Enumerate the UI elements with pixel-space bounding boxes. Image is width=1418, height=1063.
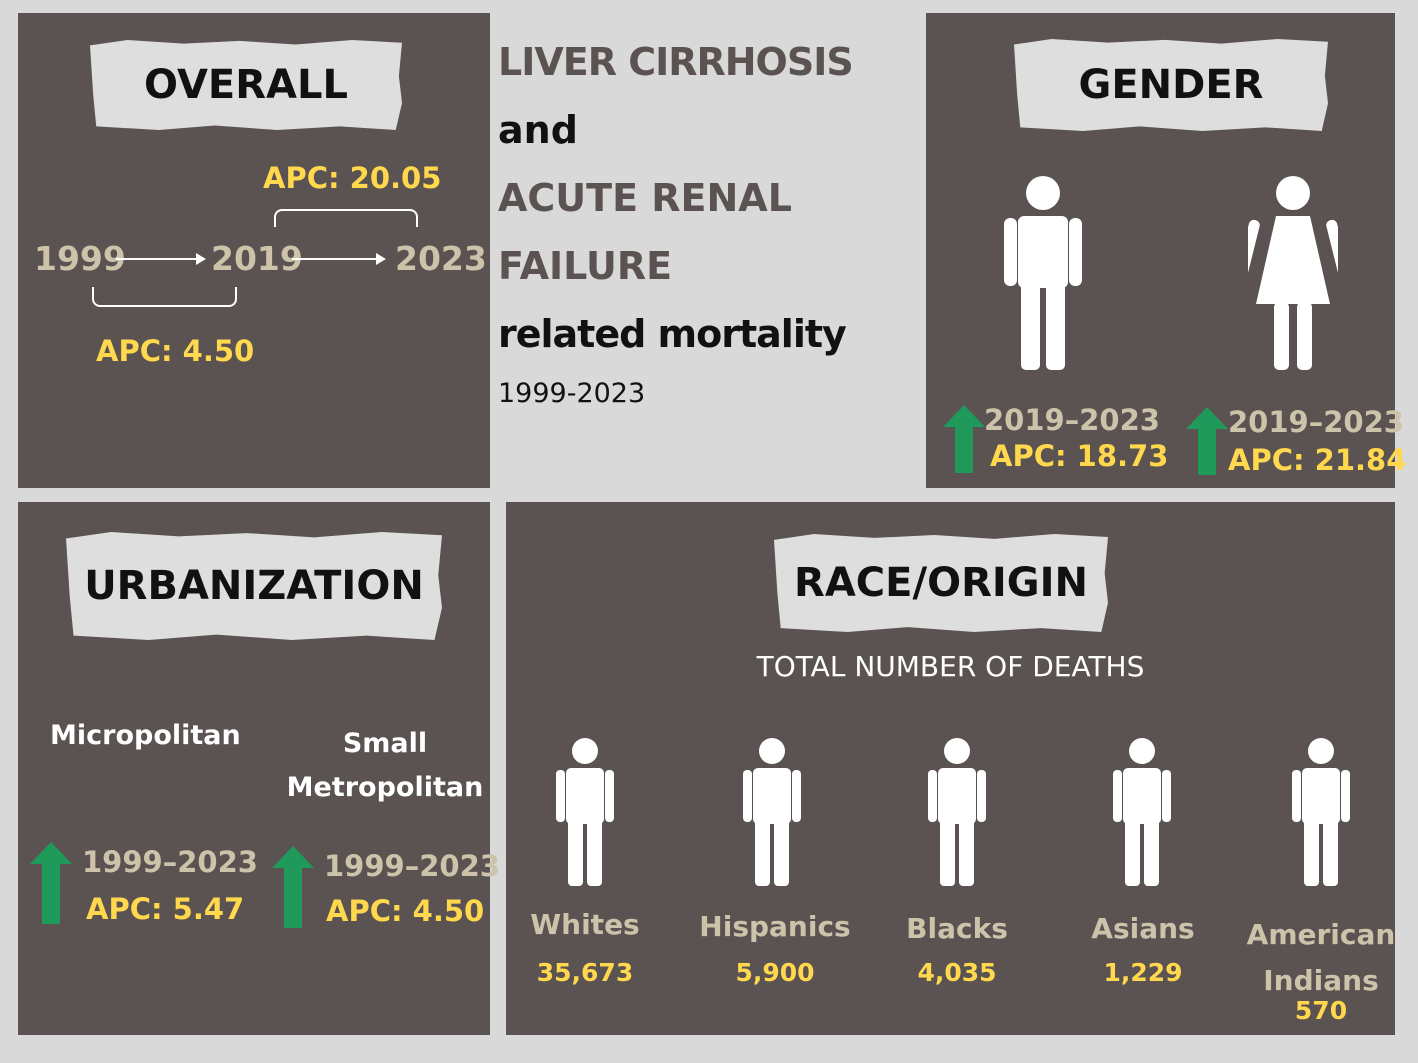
race-heading-text: RACE/ORIGIN [794,560,1088,606]
race-value-hispanics: 5,900 [735,958,815,987]
small-metro-period: 1999–2023 [324,849,500,883]
up-arrow-icon [272,846,314,928]
female-apc: APC: 21.84 [1228,443,1407,477]
apc-first: APC: 4.50 [96,334,255,368]
urbanization-panel: URBANIZATION Micropolitan Small Metropol… [18,502,500,1035]
year-1999: 1999 [34,239,126,278]
up-arrow-icon [30,842,72,924]
race-label-asians: Asians [1091,912,1195,945]
hispanic-person-icon [743,738,801,886]
gender-panel: GENDER 2019–2023 APC: 18.73 2019–2023 AP… [926,13,1406,488]
title-line4: FAILURE [498,244,673,288]
urbanization-heading: URBANIZATION [66,532,442,640]
female-period: 2019–2023 [1228,405,1404,439]
male-period: 2019–2023 [984,403,1160,437]
bracket-second [274,209,418,227]
overall-heading: OVERALL [90,40,402,130]
overall-heading-text: OVERALL [144,62,348,108]
race-value-blacks: 4,035 [917,958,997,987]
apc-second: APC: 20.05 [263,161,442,195]
year-2023: 2023 [395,239,487,278]
title-line1: LIVER CIRRHOSIS [498,40,854,84]
micro-period: 1999–2023 [82,845,258,879]
asian-person-icon [1113,738,1171,886]
male-person-icon [1004,176,1082,370]
title-line5: related mortality [498,312,847,356]
right-arrow-icon [292,253,386,265]
male-apc: APC: 18.73 [990,439,1169,473]
race-label-american-indians: American Indians [1241,912,1401,1004]
small-metro-label-line1: Small [342,728,428,759]
small-metro-label: Small Metropolitan [280,722,490,810]
year-2019: 2019 [211,239,303,278]
race-label-whites: Whites [530,908,640,941]
white-person-icon [556,738,614,886]
micro-apc: APC: 5.47 [86,892,245,926]
title-line2: and [498,108,578,152]
small-metro-apc: APC: 4.50 [326,894,485,928]
overall-panel: OVERALL APC: 20.05 1999 2019 2023 APC: 4… [18,13,490,488]
black-person-icon [928,738,986,886]
race-subtitle: TOTAL NUMBER OF DEATHS [756,650,1145,683]
small-metro-label-line2: Metropolitan [286,772,484,803]
female-person-icon [1248,176,1338,370]
race-label-blacks: Blacks [906,912,1008,945]
micro-label: Micropolitan [50,720,241,751]
race-label-hispanics: Hispanics [699,910,851,943]
up-arrow-icon [943,405,985,473]
american-indian-person-icon [1292,738,1350,886]
race-value-asians: 1,229 [1103,958,1183,987]
race-label-american: American [1246,918,1396,951]
right-arrow-icon [116,253,206,265]
race-heading: RACE/ORIGIN [774,534,1108,632]
gender-heading-text: GENDER [1078,62,1264,108]
urbanization-heading-text: URBANIZATION [84,563,424,609]
gender-heading: GENDER [1014,39,1328,131]
race-value-american-indians: 570 [1294,996,1348,1025]
bracket-first [92,287,237,307]
race-value-whites: 35,673 [536,958,634,987]
race-label-indians: Indians [1263,964,1379,997]
title-line3: ACUTE RENAL [498,176,792,220]
race-panel: RACE/ORIGIN TOTAL NUMBER OF DEATHS White… [506,502,1395,1035]
title-years: 1999-2023 [498,378,646,409]
main-title: LIVER CIRRHOSIS and ACUTE RENAL FAILURE … [498,28,918,414]
up-arrow-icon [1186,407,1228,475]
